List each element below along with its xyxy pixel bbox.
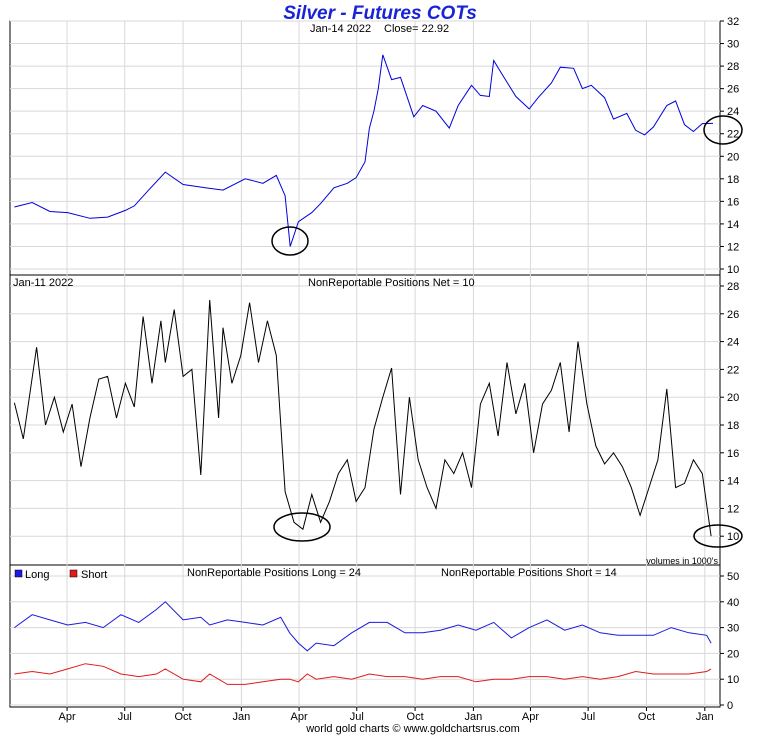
net-panel-frame	[9, 274, 721, 566]
net-ytick-label: 20	[727, 392, 739, 404]
price-ytick-label: 28	[727, 61, 739, 73]
net-ytick-label: 12	[727, 503, 739, 515]
net-ytick-label: 18	[727, 420, 739, 432]
chart-title: Silver - Futures COTs	[283, 3, 477, 24]
price-current-circle	[703, 115, 743, 145]
price-ytick-label: 32	[727, 16, 739, 28]
legend-short-swatch	[69, 569, 78, 578]
price-ytick-label: 14	[727, 219, 739, 231]
xtick-label: Oct	[407, 711, 424, 723]
price-date-label: Jan-14 2022	[310, 23, 371, 35]
y-axis-ticks: 10 12 14 16 18 20 22 24 26 28 30 32 10 12 14 16 18 20 22 24…	[720, 16, 739, 712]
xtick-label: Jul	[118, 711, 132, 723]
net-title-label: NonReportable Positions Net = 10	[308, 277, 475, 289]
net-ytick-label: 28	[727, 281, 739, 293]
net-ytick-label: 10	[727, 531, 739, 543]
net-low-circle	[273, 512, 331, 542]
net-ytick-label: 24	[727, 337, 739, 349]
long-title-label: NonReportable Positions Long = 24	[187, 567, 361, 579]
price-panel-frame	[9, 20, 721, 276]
long-series-line	[14, 601, 712, 652]
price-ytick-label: 22	[727, 129, 739, 141]
longshort-ytick-label: 0	[727, 700, 733, 712]
longshort-ytick-label: 10	[727, 674, 739, 686]
xtick-label: Apr	[58, 711, 75, 723]
price-ytick-label: 30	[727, 39, 739, 51]
longshort-ytick-label: 50	[727, 571, 739, 583]
price-ytick-label: 12	[727, 241, 739, 253]
price-ytick-label: 10	[727, 264, 739, 276]
longshort-ytick-label: 40	[727, 597, 739, 609]
footer-credit: world gold charts © www.goldchartsrus.co…	[305, 723, 520, 735]
net-current-circle	[693, 524, 743, 548]
short-title-label: NonReportable Positions Short = 14	[441, 567, 617, 579]
price-ytick-label: 26	[727, 84, 739, 96]
short-series-line	[14, 663, 712, 685]
price-low-circle	[271, 226, 309, 256]
units-note: volumes in 1000's	[646, 556, 718, 566]
net-ytick-label: 22	[727, 364, 739, 376]
price-ytick-label: 16	[727, 196, 739, 208]
net-ytick-label: 16	[727, 448, 739, 460]
legend-long-swatch	[14, 569, 23, 578]
price-ytick-label: 18	[727, 174, 739, 186]
xtick-label: Oct	[175, 711, 192, 723]
longshort-ytick-label: 30	[727, 623, 739, 635]
longshort-panel-frame	[9, 564, 721, 708]
xtick-label: Apr	[522, 711, 539, 723]
price-ytick-label: 24	[727, 106, 739, 118]
legend-long-label: Long	[25, 569, 49, 581]
net-ytick-label: 14	[727, 476, 739, 488]
xtick-label: Jul	[350, 711, 364, 723]
grid-lines	[10, 20, 720, 707]
longshort-ytick-label: 20	[727, 648, 739, 660]
price-ytick-label: 20	[727, 151, 739, 163]
price-series-line	[14, 54, 714, 247]
price-close-label: Close= 22.92	[384, 23, 449, 35]
xtick-label: Jul	[581, 711, 595, 723]
net-date-label: Jan-11 2022	[13, 277, 73, 289]
xtick-label: Oct	[638, 711, 655, 723]
xtick-label: Jan	[465, 711, 483, 723]
xtick-label: Jan	[233, 711, 251, 723]
legend-short-label: Short	[81, 569, 107, 581]
net-ytick-label: 26	[727, 309, 739, 321]
x-axis-ticks: Apr Jul Oct Jan Apr Jul Oct Jan Apr Jul Oct Jan	[58, 707, 714, 723]
net-series-line	[13, 299, 712, 537]
xtick-label: Apr	[291, 711, 308, 723]
series-lines	[13, 54, 714, 685]
xtick-label: Jan	[696, 711, 714, 723]
